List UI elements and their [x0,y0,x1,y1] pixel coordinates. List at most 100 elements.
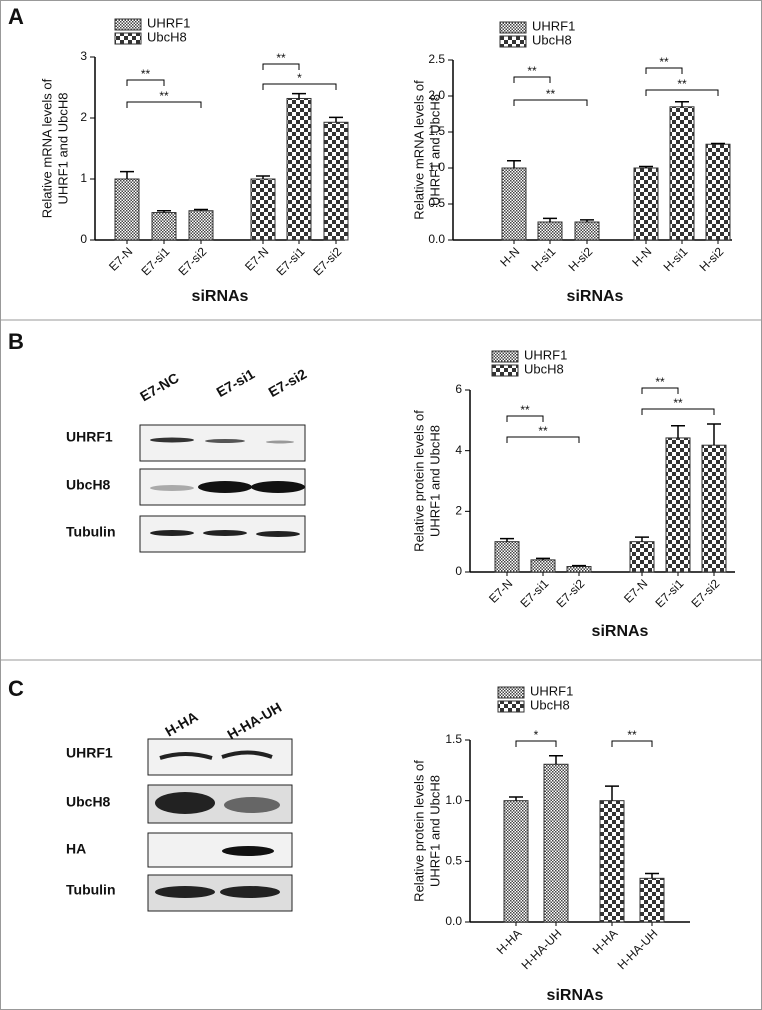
error-bar [639,165,653,168]
legend-label: UbcH8 [524,361,564,376]
bar [574,221,600,241]
bar [503,800,529,923]
y-axis-label: UHRF1 and UbcH8 [427,425,442,537]
x-tick-label: E7-si2 [553,576,587,610]
error-bar [500,537,514,542]
blot: H-HA H-HA-UH UHRF1 UbcH8 HA Tubulin [66,699,293,912]
significance-label: ** [627,728,637,742]
y-tick-label: 2.0 [428,88,445,102]
x-tick-label: H-HA [494,926,525,957]
error-bar [509,796,523,801]
x-tick-label: E7-si2 [310,244,344,278]
significance-label: ** [159,89,169,103]
legend-label: UHRF1 [147,15,190,30]
significance-label: * [297,71,302,85]
bar [701,444,727,573]
x-axis-label: siRNAs [592,623,649,640]
row-label: Tubulin [66,524,116,540]
significance-label: ** [677,77,687,91]
y-tick-label: 6 [455,382,462,396]
y-tick-label: 0.5 [445,854,462,868]
legend-swatch [491,350,519,363]
x-tick-label: E7-N [621,576,650,605]
bar [566,566,592,573]
error-bar [711,142,725,145]
lane-label: E7-si1 [213,366,257,401]
legend-label: UHRF1 [532,18,575,33]
x-axis-label: siRNAs [547,987,604,1004]
significance-bracket [641,387,679,394]
bar [633,167,659,241]
bar [665,437,691,573]
x-tick-label: H-N [629,244,654,269]
significance-label: ** [141,67,151,81]
legend-label: UbcH8 [147,29,187,44]
error-bar [292,92,306,99]
significance-bracket [126,79,165,86]
error-bar [256,175,270,179]
x-tick-label: E7-N [242,244,271,273]
error-bar [645,872,659,879]
x-axis-label: siRNAs [192,288,249,305]
bar [629,541,655,573]
significance-bracket [126,101,202,108]
error-bar [194,208,208,211]
x-tick-label: H-si2 [566,244,596,274]
x-tick-label: E7-si2 [175,244,209,278]
bar [151,212,177,241]
legend-label: UHRF1 [530,683,573,698]
panel-label: B [8,329,24,354]
bar [286,97,312,241]
significance-bracket [645,89,719,96]
x-axis-label: siRNAs [567,288,624,305]
bar [501,167,527,241]
significance-label: ** [659,55,669,69]
error-bar [157,209,171,213]
significance-bracket [513,76,551,83]
y-tick-label: 1.0 [445,793,462,807]
bar [669,106,695,241]
error-bar [329,116,343,123]
y-tick-label: 1.5 [445,732,462,746]
x-tick-label: H-HA-UH [615,926,661,972]
x-tick-label: E7-si1 [652,576,686,610]
row-label: Tubulin [66,882,116,898]
x-tick-label: H-HA [590,926,621,957]
error-bar [707,423,721,446]
legend-swatch [114,18,142,31]
bar [188,210,214,241]
x-tick-label: E7-si2 [688,576,722,610]
lane-label: H-HA-UH [224,699,284,743]
bar [543,763,569,923]
bar [537,221,563,241]
x-tick-label: H-si1 [661,244,691,274]
significance-label: * [534,728,539,742]
y-tick-label: 0 [80,232,87,246]
legend-swatch [499,35,527,48]
error-bar [543,217,557,222]
panel-label: A [8,4,24,29]
legend-swatch [499,21,527,34]
y-tick-label: 0 [455,564,462,578]
legend-label: UbcH8 [530,697,570,712]
y-tick-label: 1.5 [428,124,445,138]
y-tick-label: 1 [80,171,87,185]
y-axis-label: Relative mRNA levels of [39,78,54,218]
significance-bracket [611,740,653,747]
legend-swatch [497,686,525,699]
y-axis-label: Relative protein levels of [411,410,426,552]
bar [494,541,520,573]
legend-swatch [497,700,525,713]
row-label: UHRF1 [66,745,113,761]
lane-label: H-HA [162,708,200,739]
y-axis-label: Relative mRNA levels of [411,80,426,220]
y-axis-label: UHRF1 and UbcH8 [427,775,442,887]
significance-label: ** [527,64,537,78]
bar [530,559,556,573]
y-tick-label: 0.0 [445,914,462,928]
legend-label: UHRF1 [524,347,567,362]
error-bar [675,101,689,107]
bar [705,143,731,241]
row-label: UbcH8 [66,477,111,493]
